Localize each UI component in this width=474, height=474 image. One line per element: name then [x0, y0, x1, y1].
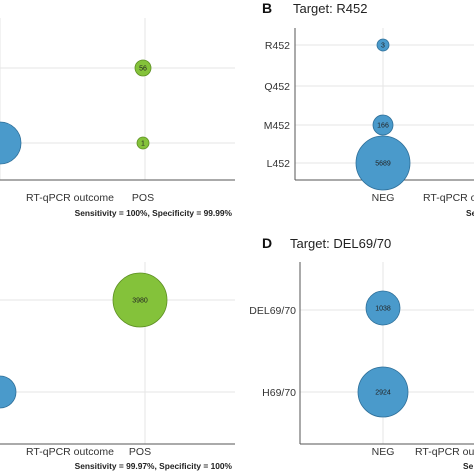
bubble-c-3980-label: 3980	[132, 298, 148, 305]
bubble-b-5689	[355, 135, 411, 191]
bubble-d-2924	[357, 366, 409, 418]
panel-d-title: Target: DEL69/70	[290, 236, 391, 251]
x-tick-c-pos: POS	[129, 446, 151, 458]
x-label-d: RT-qPCR ou	[415, 446, 474, 458]
bubble-d-1038	[365, 290, 401, 326]
panel-d-letter: D	[262, 235, 272, 251]
panel-c: 3980 POS RT-qPCR outcome Sensitivity = 9…	[0, 262, 235, 471]
x-label-c: RT-qPCR outcome	[26, 446, 114, 458]
bubble-c-neg	[0, 375, 17, 409]
y-tick-d-del: DEL69/70	[249, 305, 296, 317]
y-tick-b-q452: Q452	[264, 81, 290, 93]
bubble-a-56-label: 56	[139, 66, 147, 73]
panel-b-letter: B	[262, 0, 272, 16]
panel-d: D Target: DEL69/70 DEL69/70 H69/70 1038 …	[249, 235, 474, 471]
bubble-b-3-label: 3	[381, 43, 385, 50]
bubble-d-2924-label: 2924	[375, 390, 391, 397]
x-tick-d-neg: NEG	[372, 446, 395, 458]
x-tick-b-neg: NEG	[372, 192, 395, 204]
bubble-a-56	[134, 59, 152, 77]
stats-d: Se	[463, 461, 474, 471]
x-tick-a-pos: POS	[132, 192, 154, 204]
x-label-a: RT-qPCR outcome	[26, 192, 114, 204]
panel-b-title: Target: R452	[293, 1, 367, 16]
y-tick-b-m452: M452	[264, 120, 290, 132]
bubble-a-neg	[0, 121, 22, 165]
bubble-a-1	[136, 136, 150, 150]
y-tick-b-l452: L452	[267, 158, 291, 170]
panel-a: 56 1 POS RT-qPCR outcome Sensitivity = 1…	[0, 18, 235, 218]
bubble-b-3	[376, 38, 390, 52]
y-tick-d-h69: H69/70	[262, 387, 296, 399]
x-label-b: RT-qPCR ou	[423, 192, 474, 204]
bubble-c-3980	[112, 272, 168, 328]
bubble-d-1038-label: 1038	[375, 306, 391, 313]
bubble-a-1-label: 1	[141, 141, 145, 148]
bubble-b-5689-label: 5689	[375, 161, 391, 168]
stats-c: Sensitivity = 99.97%, Specificity = 100%	[75, 461, 233, 471]
y-tick-b-r452: R452	[265, 40, 290, 52]
stats-a: Sensitivity = 100%, Specificity = 99.99%	[75, 208, 233, 218]
stats-b: Se	[466, 208, 474, 218]
bubble-b-166-label: 166	[377, 123, 389, 130]
bubble-b-166	[372, 114, 394, 136]
panel-b: B Target: R452 R452 Q452 M452 L452 3 166…	[262, 0, 474, 218]
